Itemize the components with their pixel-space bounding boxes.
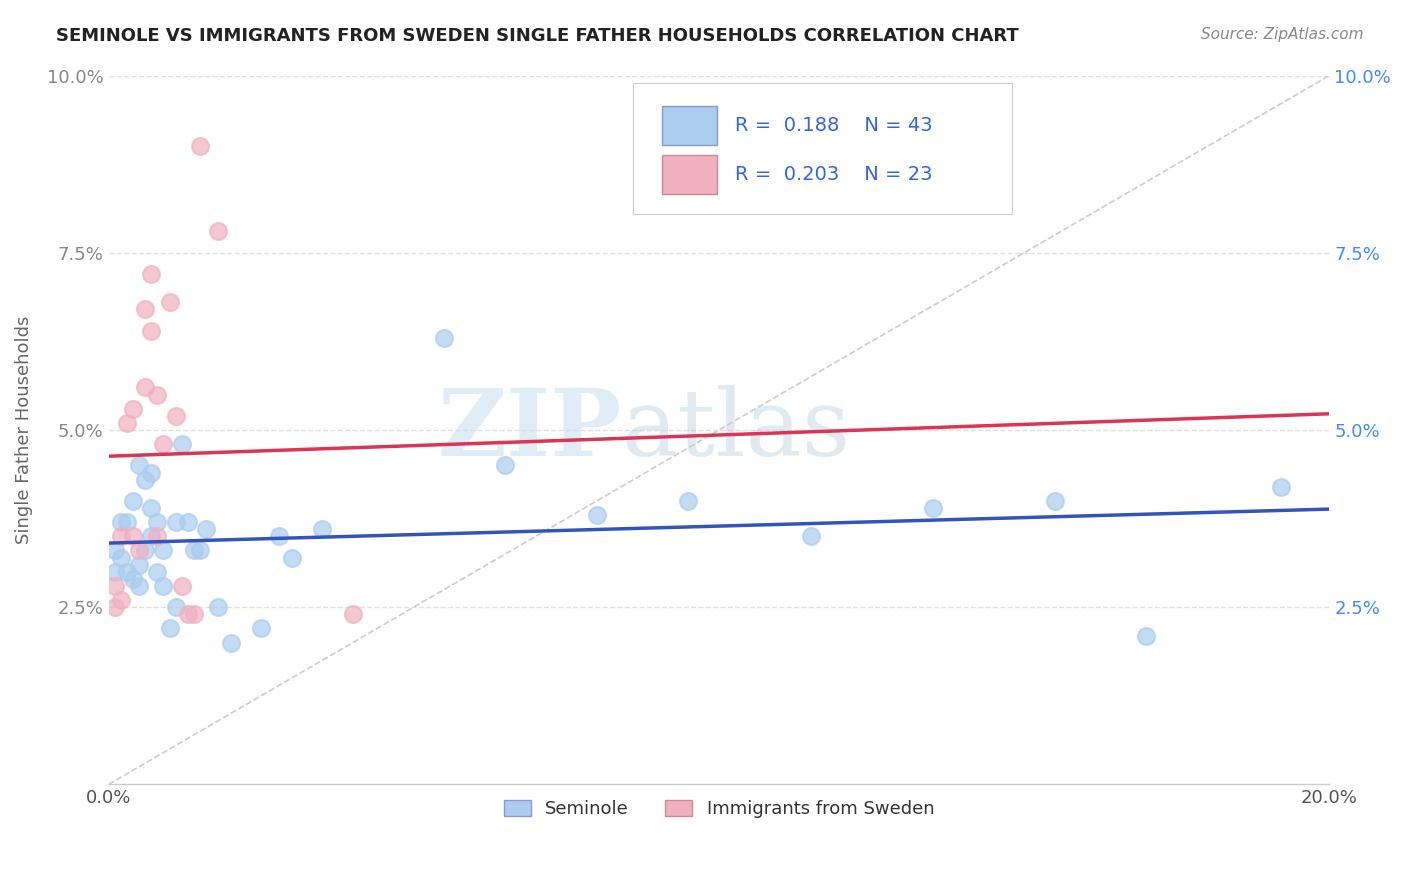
Text: atlas: atlas: [621, 385, 851, 475]
Point: [165, 409, 187, 423]
Point: [799, 529, 821, 543]
Point: [177, 515, 200, 529]
Point: [115, 565, 138, 579]
Point: [104, 579, 127, 593]
Point: [122, 401, 145, 416]
Point: [128, 558, 150, 572]
Text: Source: ZipAtlas.com: Source: ZipAtlas.com: [1201, 27, 1364, 42]
Point: [165, 600, 187, 615]
Point: [146, 529, 169, 543]
Point: [104, 600, 127, 615]
Point: [146, 515, 169, 529]
Point: [1270, 480, 1292, 494]
Point: [586, 508, 609, 522]
Point: [115, 416, 138, 430]
Point: [122, 529, 145, 543]
Point: [1135, 629, 1157, 643]
Point: [110, 515, 132, 529]
Point: [207, 225, 229, 239]
Point: [134, 543, 156, 558]
Point: [165, 515, 187, 529]
Bar: [662, 105, 717, 145]
Point: [159, 622, 181, 636]
Point: [311, 522, 333, 536]
Point: [433, 331, 456, 345]
Point: [170, 437, 193, 451]
Point: [494, 458, 516, 473]
Point: [104, 565, 127, 579]
FancyBboxPatch shape: [634, 83, 1012, 214]
Point: [170, 579, 193, 593]
Point: [141, 267, 163, 281]
Point: [134, 473, 156, 487]
Point: [342, 607, 364, 622]
Point: [921, 500, 943, 515]
Point: [280, 550, 302, 565]
Text: ZIP: ZIP: [437, 385, 621, 475]
Point: [122, 494, 145, 508]
Point: [678, 494, 700, 508]
Point: [219, 635, 242, 649]
Point: [128, 579, 150, 593]
Text: SEMINOLE VS IMMIGRANTS FROM SWEDEN SINGLE FATHER HOUSEHOLDS CORRELATION CHART: SEMINOLE VS IMMIGRANTS FROM SWEDEN SINGL…: [56, 27, 1019, 45]
Point: [104, 543, 127, 558]
Text: R =  0.188    N = 43: R = 0.188 N = 43: [735, 116, 932, 135]
Point: [110, 593, 132, 607]
Point: [141, 324, 163, 338]
Point: [146, 565, 169, 579]
Point: [152, 543, 174, 558]
Point: [183, 607, 205, 622]
Point: [188, 139, 211, 153]
Point: [152, 579, 174, 593]
Point: [177, 607, 200, 622]
Point: [152, 437, 174, 451]
Point: [146, 387, 169, 401]
Point: [128, 543, 150, 558]
Bar: [662, 155, 717, 194]
Point: [250, 622, 273, 636]
Point: [183, 543, 205, 558]
Point: [159, 295, 181, 310]
Point: [134, 302, 156, 317]
Point: [207, 600, 229, 615]
Point: [128, 458, 150, 473]
Point: [141, 500, 163, 515]
Y-axis label: Single Father Households: Single Father Households: [15, 316, 32, 544]
Point: [110, 529, 132, 543]
Point: [122, 572, 145, 586]
Point: [1043, 494, 1066, 508]
Point: [195, 522, 218, 536]
Point: [134, 380, 156, 394]
Text: R =  0.203    N = 23: R = 0.203 N = 23: [735, 165, 932, 185]
Point: [141, 529, 163, 543]
Legend: Seminole, Immigrants from Sweden: Seminole, Immigrants from Sweden: [496, 792, 942, 825]
Point: [115, 515, 138, 529]
Point: [141, 466, 163, 480]
Point: [269, 529, 291, 543]
Point: [110, 550, 132, 565]
Point: [188, 543, 211, 558]
